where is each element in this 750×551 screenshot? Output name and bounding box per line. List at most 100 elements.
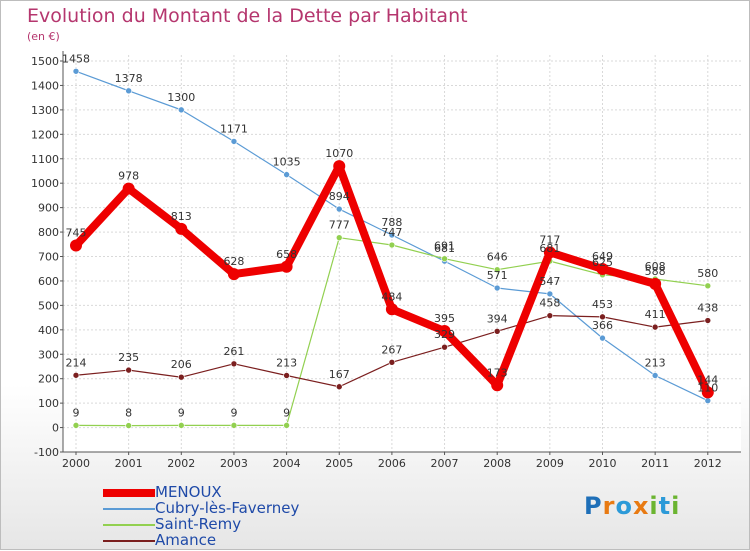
data-point — [546, 312, 554, 319]
y-tick-label: 1400 — [31, 79, 59, 92]
data-point — [283, 171, 290, 178]
data-point — [122, 182, 135, 195]
data-label: 484 — [381, 290, 402, 303]
data-label: 438 — [697, 302, 718, 315]
y-tick-label: 900 — [38, 202, 59, 215]
data-label: 261 — [223, 345, 244, 358]
y-tick-label: 100 — [38, 397, 59, 410]
data-point — [178, 373, 185, 381]
data-label: 788 — [381, 216, 402, 229]
data-point — [543, 246, 556, 259]
data-label: 167 — [329, 368, 350, 381]
y-tick-label: 500 — [38, 299, 59, 312]
y-tick-label: 200 — [38, 373, 59, 386]
data-label: 9 — [73, 406, 80, 419]
data-label: 747 — [381, 226, 402, 239]
data-point — [125, 87, 132, 95]
data-label: 1300 — [167, 91, 195, 104]
data-point — [388, 241, 396, 249]
data-point — [335, 205, 343, 213]
x-tick-label: 2000 — [62, 457, 90, 470]
data-label: 9 — [178, 406, 185, 419]
data-point — [596, 262, 609, 275]
logo-letter: P — [584, 492, 603, 520]
proxiti-logo: Proxiti — [584, 492, 680, 520]
data-label: 745 — [66, 227, 87, 240]
logo-letter: x — [632, 492, 650, 520]
data-point — [72, 371, 80, 379]
data-point — [230, 422, 238, 429]
x-tick-label: 2011 — [641, 457, 669, 470]
x-tick-label: 2007 — [431, 457, 459, 470]
data-label: 329 — [434, 328, 455, 341]
legend-swatch — [103, 524, 155, 526]
y-tick-label: 1300 — [31, 104, 59, 117]
data-label: 173 — [487, 366, 508, 379]
data-label: 9 — [230, 406, 237, 419]
data-label: 235 — [118, 351, 139, 364]
data-point — [385, 303, 398, 316]
data-point — [546, 290, 554, 298]
data-label: 580 — [697, 267, 718, 280]
x-tick-label: 2010 — [589, 457, 617, 470]
data-point — [388, 359, 396, 366]
data-label: 110 — [697, 382, 718, 395]
data-label: 777 — [329, 219, 350, 232]
data-point — [493, 284, 501, 292]
data-label: 813 — [171, 210, 192, 223]
data-point — [704, 397, 712, 404]
data-point — [493, 266, 501, 273]
x-tick-label: 2004 — [273, 457, 301, 470]
plot-area — [63, 55, 741, 452]
data-point — [280, 260, 293, 273]
data-point — [388, 231, 396, 239]
legend-swatch — [103, 508, 155, 510]
data-label: 978 — [118, 170, 139, 183]
x-tick-label: 2006 — [378, 457, 406, 470]
x-tick-label: 2001 — [115, 457, 143, 470]
x-tick-label: 2012 — [694, 457, 722, 470]
data-point — [283, 422, 290, 429]
y-tick-label: 1500 — [31, 55, 59, 68]
data-label: 366 — [592, 319, 613, 332]
data-point — [704, 282, 712, 290]
legend-label: Saint-Remy — [155, 515, 242, 533]
data-label: 1035 — [273, 156, 301, 169]
data-point — [335, 383, 343, 391]
data-point — [125, 366, 132, 374]
y-tick-label: 1200 — [31, 128, 59, 141]
data-label: 9 — [283, 406, 290, 419]
data-point — [230, 138, 238, 145]
data-label: 267 — [381, 343, 402, 356]
data-label: 1171 — [220, 122, 248, 135]
data-label: 206 — [171, 358, 192, 371]
data-point — [599, 313, 606, 321]
unit-label: (en €) — [27, 30, 60, 43]
data-point — [649, 277, 662, 290]
data-label: 681 — [434, 242, 455, 255]
data-label: 628 — [223, 255, 244, 268]
data-point — [178, 422, 185, 429]
data-point — [651, 372, 659, 379]
data-point — [441, 343, 448, 351]
x-tick-label: 2003 — [220, 457, 248, 470]
logo-letter: i — [671, 492, 681, 520]
y-tick-label: 400 — [38, 324, 59, 337]
data-label: 1458 — [62, 52, 90, 65]
chart-title: Evolution du Montant de la Dette par Hab… — [27, 5, 468, 27]
data-point — [599, 334, 606, 342]
legend-swatch — [103, 489, 155, 497]
data-label: 717 — [539, 233, 560, 246]
data-point — [230, 360, 238, 368]
y-tick-label: 1000 — [31, 177, 59, 190]
legend-swatch — [103, 540, 155, 542]
data-point — [441, 255, 448, 262]
y-tick-label: 0 — [52, 422, 59, 435]
data-label: 691 — [434, 240, 455, 253]
y-tick-label: 600 — [38, 275, 59, 288]
x-tick-label: 2009 — [536, 457, 564, 470]
legend-label: Cubry-lès-Faverney — [155, 499, 300, 517]
y-tick-label: 1100 — [31, 153, 59, 166]
